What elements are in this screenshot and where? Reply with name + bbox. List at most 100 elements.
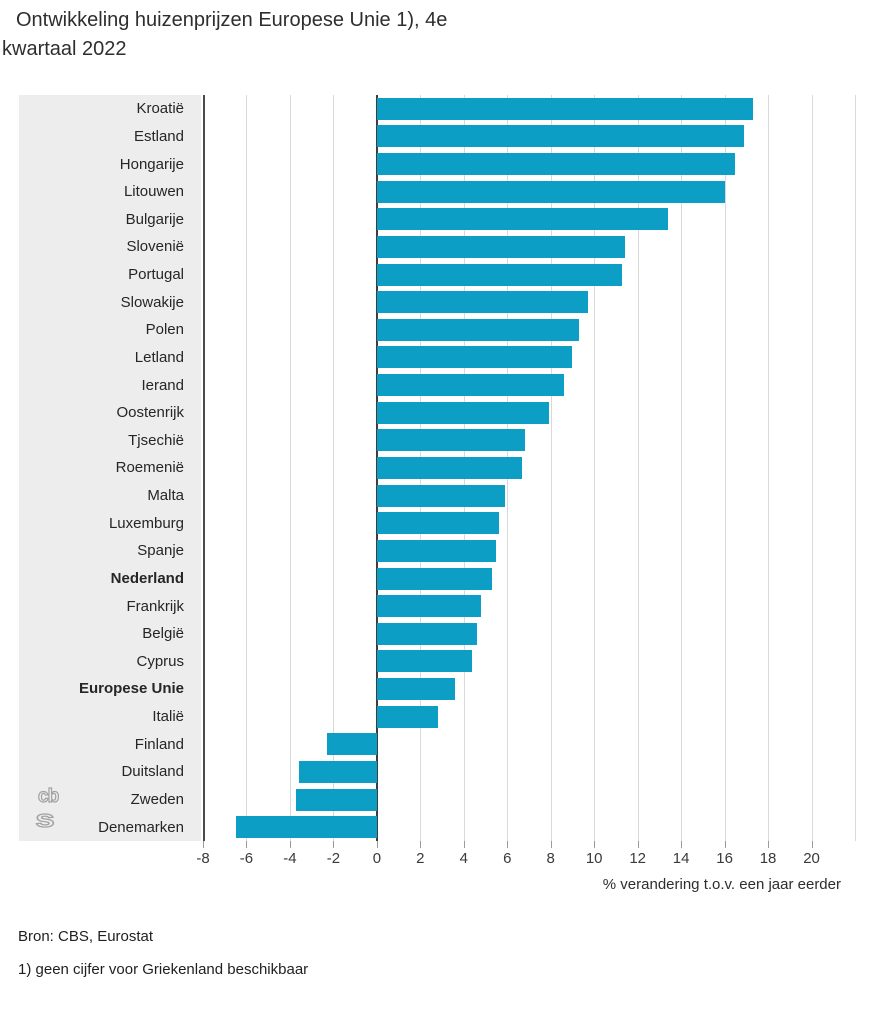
category-label: Roemenië	[115, 459, 184, 477]
category-label: Bulgarije	[125, 210, 184, 228]
bar-zweden	[296, 788, 377, 811]
bar-luxemburg	[376, 512, 499, 535]
category-label: Denemarken	[98, 818, 184, 836]
category-label: Oostenrijk	[116, 404, 184, 422]
cbs-logo-bottom-text: s	[35, 806, 54, 832]
category-label: Zweden	[130, 790, 184, 808]
category-label: Kroatië	[136, 100, 184, 118]
category-label: Portugal	[128, 266, 184, 284]
category-label: Slovenië	[126, 238, 184, 256]
tick-label: 10	[585, 850, 603, 867]
bar-duitsland	[298, 760, 377, 783]
bar-europese-unie	[376, 678, 456, 701]
category-label: Polen	[145, 321, 184, 339]
category-label: Tjsechië	[128, 431, 184, 449]
x-axis-label: % verandering t.o.v. een jaar eerder	[602, 876, 841, 893]
tick-mark	[289, 841, 291, 848]
tick-mark	[594, 841, 596, 848]
tick-mark	[724, 841, 726, 848]
gridline	[246, 95, 248, 841]
bar-slovenië	[376, 235, 625, 258]
tick-mark	[333, 841, 335, 848]
chart-title-line1: Ontwikkeling huizenprijzen Europese Unie…	[16, 9, 448, 31]
category-label: Duitsland	[121, 763, 184, 781]
tick-mark	[246, 841, 248, 848]
category-label: Spanje	[137, 542, 184, 560]
gridline	[681, 95, 683, 841]
gridline	[550, 95, 552, 841]
bar-litouwen	[376, 180, 725, 203]
bar-estland	[376, 125, 745, 148]
bar-polen	[376, 318, 579, 341]
tick-label: 14	[672, 850, 690, 867]
category-label: België	[142, 625, 184, 643]
bar-hongarije	[376, 153, 736, 176]
bar-cyprus	[376, 650, 473, 673]
bar-portugal	[376, 263, 623, 286]
category-label: Italië	[152, 708, 184, 726]
bar-denemarken	[235, 816, 377, 839]
category-label: Finland	[134, 735, 184, 753]
bar-spanje	[376, 539, 497, 562]
tick-mark	[637, 841, 639, 848]
bar-letland	[376, 346, 573, 369]
bar-tjsechië	[376, 429, 525, 452]
gridline	[289, 95, 291, 841]
gridline	[768, 95, 770, 841]
tick-mark	[768, 841, 770, 848]
bar-chart: cb s Kroatië Estland Hongarije Litouwen Bulg…	[18, 95, 856, 841]
gridline	[594, 95, 596, 841]
bar-oostenrijk	[376, 401, 549, 424]
gridline	[855, 95, 856, 841]
bar-roemenië	[376, 457, 523, 479]
tick-label: 20	[803, 850, 820, 867]
bar-bulgarije	[376, 208, 669, 231]
category-label: Litouwen	[123, 183, 184, 201]
tick-mark	[681, 841, 683, 848]
category-label: Frankrijk	[126, 597, 184, 615]
tick-label: 18	[759, 850, 777, 867]
tick-label: 16	[716, 850, 733, 867]
footnote: 1) geen cijfer voor Griekenland beschikb…	[18, 961, 309, 978]
cbs-logo: cb s	[35, 785, 61, 833]
category-label: Ierand	[141, 376, 184, 394]
bar-frankrijk	[376, 595, 482, 618]
tick-mark	[463, 841, 465, 848]
category-label: Estland	[133, 127, 184, 145]
plot-area	[203, 95, 856, 841]
tick-mark	[420, 841, 422, 848]
tick-label: 8	[546, 850, 555, 867]
tick-mark	[550, 841, 552, 848]
category-label-panel: cb s Kroatië Estland Hongarije Litouwen Bulg…	[19, 95, 201, 841]
bar-ierand	[376, 374, 564, 397]
x-axis: -8 -6 -4 -2 0 2 4 6 8 10 12 14 16 18 20	[196, 841, 855, 869]
category-label: Malta	[147, 487, 184, 505]
tick-label: -6	[239, 850, 254, 867]
tick-label: 0	[372, 850, 382, 867]
category-label: Letland	[134, 348, 184, 366]
tick-label: 4	[459, 850, 468, 867]
category-label: Luxemburg	[108, 514, 184, 532]
tick-label: -8	[196, 850, 210, 867]
category-label: Nederland	[110, 569, 184, 587]
bar-belgië	[376, 622, 477, 645]
category-label: Hongarije	[119, 155, 184, 173]
tick-label: -4	[283, 850, 297, 867]
gridline	[724, 95, 726, 841]
tick-label: 6	[503, 850, 512, 867]
tick-label: 2	[416, 850, 425, 867]
gridline	[637, 95, 639, 841]
category-label: Slowakije	[120, 293, 184, 311]
bar-slowakije	[376, 291, 588, 314]
chart-title: Ontwikkeling huizenprijzen Europese Unie…	[2, 6, 447, 64]
bar-malta	[376, 484, 506, 507]
bar-nederland	[376, 567, 493, 590]
category-label: Cyprus	[136, 652, 184, 670]
tick-label: -2	[326, 850, 341, 867]
tick-mark	[376, 841, 378, 848]
tick-mark	[811, 841, 813, 848]
bar-kroatië	[376, 97, 753, 120]
tick-mark	[203, 841, 204, 848]
bar-finland	[326, 733, 377, 756]
